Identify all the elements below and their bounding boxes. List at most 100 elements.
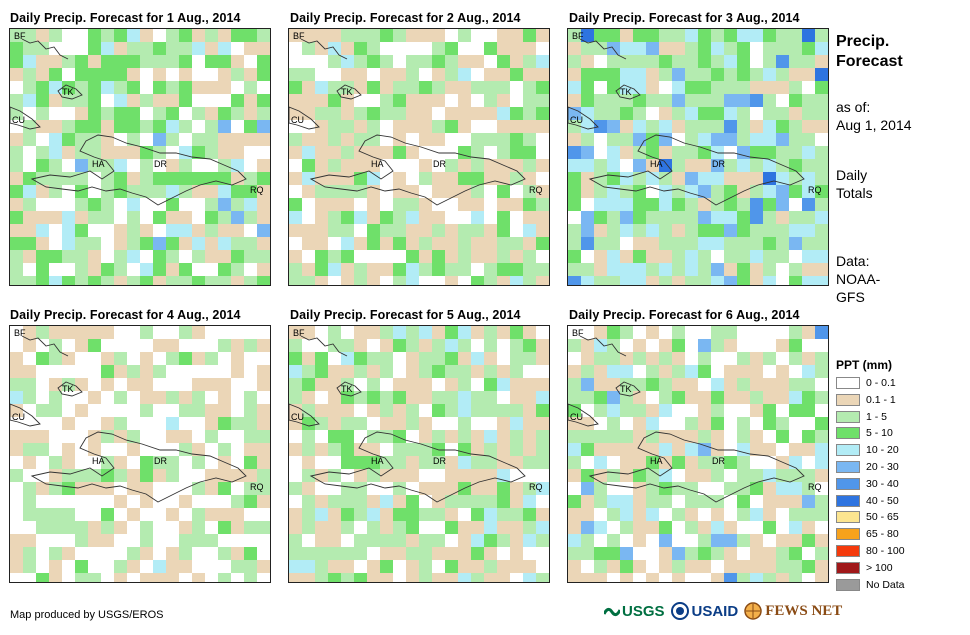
sidebar-data-line2: NOAA- [836,271,881,287]
precip-grid [10,326,270,582]
coastline [615,84,641,100]
place-label-ha: HA [92,159,105,169]
forecast-map-day4: BF TK CU HA DR RQ [9,325,271,583]
legend-item: 0 - 0.1 [836,376,896,390]
coastline [300,335,348,357]
sidebar-asof-label: as of: [836,99,871,115]
place-label-tk: TK [341,87,353,97]
legend-item: 1 - 5 [836,410,887,424]
place-label-rq: RQ [529,185,543,195]
coastline [336,84,362,100]
forecast-map-day3: BF TK CU HA DR RQ [567,28,829,286]
place-label-tk: TK [620,384,632,394]
place-label-ha: HA [92,456,105,466]
legend-label: 65 - 80 [866,528,899,541]
place-label-ha: HA [650,456,663,466]
place-label-tk: TK [341,384,353,394]
usaid-seal-icon [670,602,689,620]
legend-label: No Data [866,578,905,591]
legend-label: 50 - 65 [866,511,899,524]
place-label-rq: RQ [250,482,264,492]
legend-swatch [836,393,860,406]
sidebar-data-line1: Data: [836,253,870,269]
legend-swatch [836,511,860,524]
coastline [588,431,805,503]
coastline [579,38,627,60]
place-label-cu: CU [12,115,25,125]
legend-label: 80 - 100 [866,545,905,557]
place-label-ha: HA [650,159,663,169]
sidebar-title-line2: Forecast [836,53,903,70]
place-label-cu: CU [12,412,25,422]
panel-title-1: Daily Precip. Forecast for 1 Aug., 2014 [10,11,241,25]
logo-strip: USGS USAID FEWS NET [604,602,842,620]
legend-item: 40 - 50 [836,494,899,508]
coastline [57,84,83,100]
legend-item: 30 - 40 [836,477,899,491]
sidebar-data-line3: GFS [836,289,865,305]
legend-swatch [836,494,860,507]
coastline [30,431,247,503]
panel-title-5: Daily Precip. Forecast for 5 Aug., 2014 [290,308,521,322]
sidebar-title-line1: Precip. [836,33,890,50]
panel-title-2: Daily Precip. Forecast for 2 Aug., 2014 [290,11,521,25]
legend-swatch [836,410,860,423]
legend-label: 30 - 40 [866,477,899,490]
place-label-dr: DR [154,159,167,169]
legend-label: 20 - 30 [866,461,899,473]
legend-swatch [836,528,860,541]
place-label-bf: BF [14,328,26,338]
forecast-map-day6: BF TK CU HA DR RQ [567,325,829,583]
fewsnet-logo: FEWS NET [744,602,842,620]
place-label-bf: BF [572,31,584,41]
precip-grid [10,29,270,285]
place-label-dr: DR [712,159,725,169]
fewsnet-logo-text: FEWS NET [765,602,843,619]
coastline [615,381,641,397]
coastline [309,431,526,503]
place-label-tk: TK [62,87,74,97]
credit-text: Map produced by USGS/EROS [10,609,164,621]
coastline [568,106,599,130]
legend-label: 10 - 20 [866,444,899,457]
legend-label: 1 - 5 [866,410,888,423]
coastline [57,381,83,397]
place-label-bf: BF [293,31,305,41]
legend-label: 40 - 50 [866,494,899,507]
legend-label: > 100 [866,561,893,574]
place-label-ha: HA [371,456,384,466]
legend-item: 50 - 65 [836,510,899,524]
legend-item: No Data [836,578,905,592]
place-label-dr: DR [433,159,446,169]
place-label-bf: BF [572,328,584,338]
precip-grid [289,29,549,285]
legend-swatch [836,444,860,457]
usgs-wave-icon [604,607,620,617]
legend-label: 5 - 10 [866,427,893,440]
legend-item: 65 - 80 [836,527,899,541]
usaid-logo: USAID [670,602,739,620]
panel-title-3: Daily Precip. Forecast for 3 Aug., 2014 [569,11,800,25]
place-label-rq: RQ [808,482,822,492]
coastline [30,134,247,206]
legend-label: 0 - 0.1 [866,377,896,389]
place-label-rq: RQ [529,482,543,492]
legend-swatch [836,461,860,473]
coastline [10,403,41,427]
usaid-logo-text: USAID [691,602,739,620]
place-label-tk: TK [620,87,632,97]
coastline [289,106,320,130]
coastline [336,381,362,397]
place-label-rq: RQ [250,185,264,195]
legend-label: 0.1 - 1 [866,393,896,406]
place-label-ha: HA [371,159,384,169]
place-label-rq: RQ [808,185,822,195]
coastline [579,335,627,357]
place-label-bf: BF [14,31,26,41]
coastline [309,134,526,206]
panel-title-4: Daily Precip. Forecast for 4 Aug., 2014 [10,308,241,322]
place-label-cu: CU [291,412,304,422]
coastline [10,106,41,130]
place-label-dr: DR [154,456,167,466]
sidebar-daily-line1: Daily [836,167,868,183]
